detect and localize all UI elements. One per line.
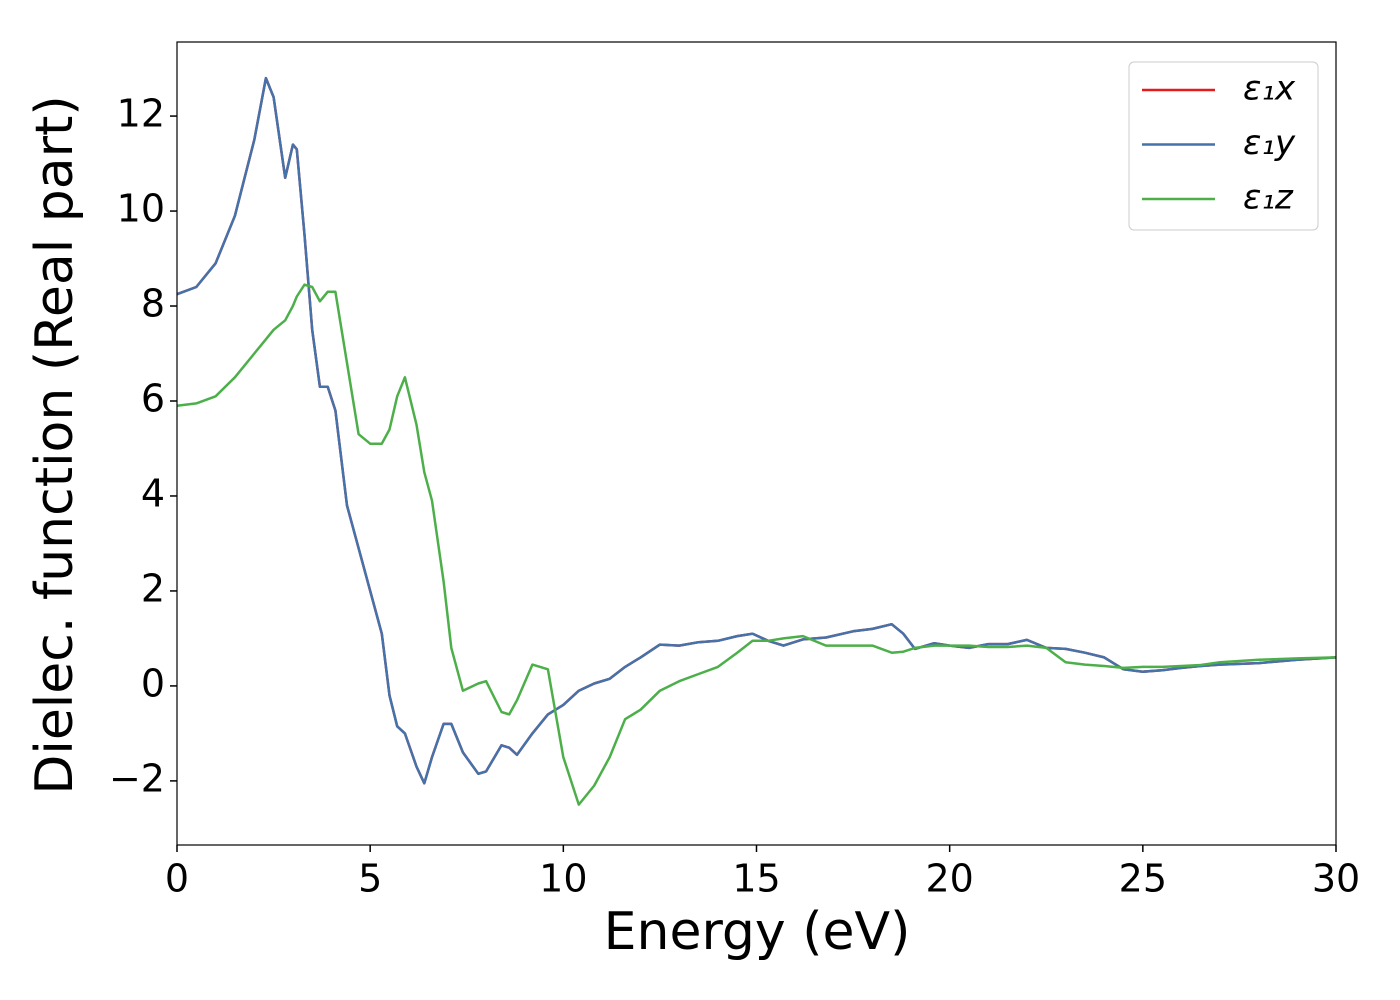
plot-frame [176, 41, 1337, 846]
x-axis-label: Energy (eV) [604, 902, 911, 962]
y-tick-label: 4 [141, 471, 165, 515]
y-tick-label: 8 [141, 282, 165, 326]
x-tick-label: 5 [358, 857, 382, 901]
y-axis-label: Dielec. function (Real part) [25, 95, 85, 794]
series-line [176, 76, 1337, 785]
y-tick-label: 2 [141, 566, 165, 610]
y-tick-label: 6 [141, 376, 165, 420]
series-line [176, 283, 1337, 806]
x-tick-label: 0 [165, 857, 189, 901]
y-tick-label: 0 [141, 661, 165, 705]
legend-label: ε₁x [1243, 69, 1296, 109]
x-tick-label: 20 [925, 857, 973, 901]
y-tick-label: 10 [117, 187, 165, 231]
x-tick-label: 30 [1312, 857, 1360, 901]
legend-label: ε₁y [1243, 123, 1296, 163]
x-tick-label: 10 [539, 857, 587, 901]
x-tick-label: 15 [732, 857, 780, 901]
legend-box [1128, 61, 1319, 231]
x-tick-label: 25 [1119, 857, 1167, 901]
legend-label: ε₁z [1243, 178, 1294, 218]
y-tick-label: −2 [109, 756, 165, 800]
y-tick-label: 12 [117, 92, 165, 136]
